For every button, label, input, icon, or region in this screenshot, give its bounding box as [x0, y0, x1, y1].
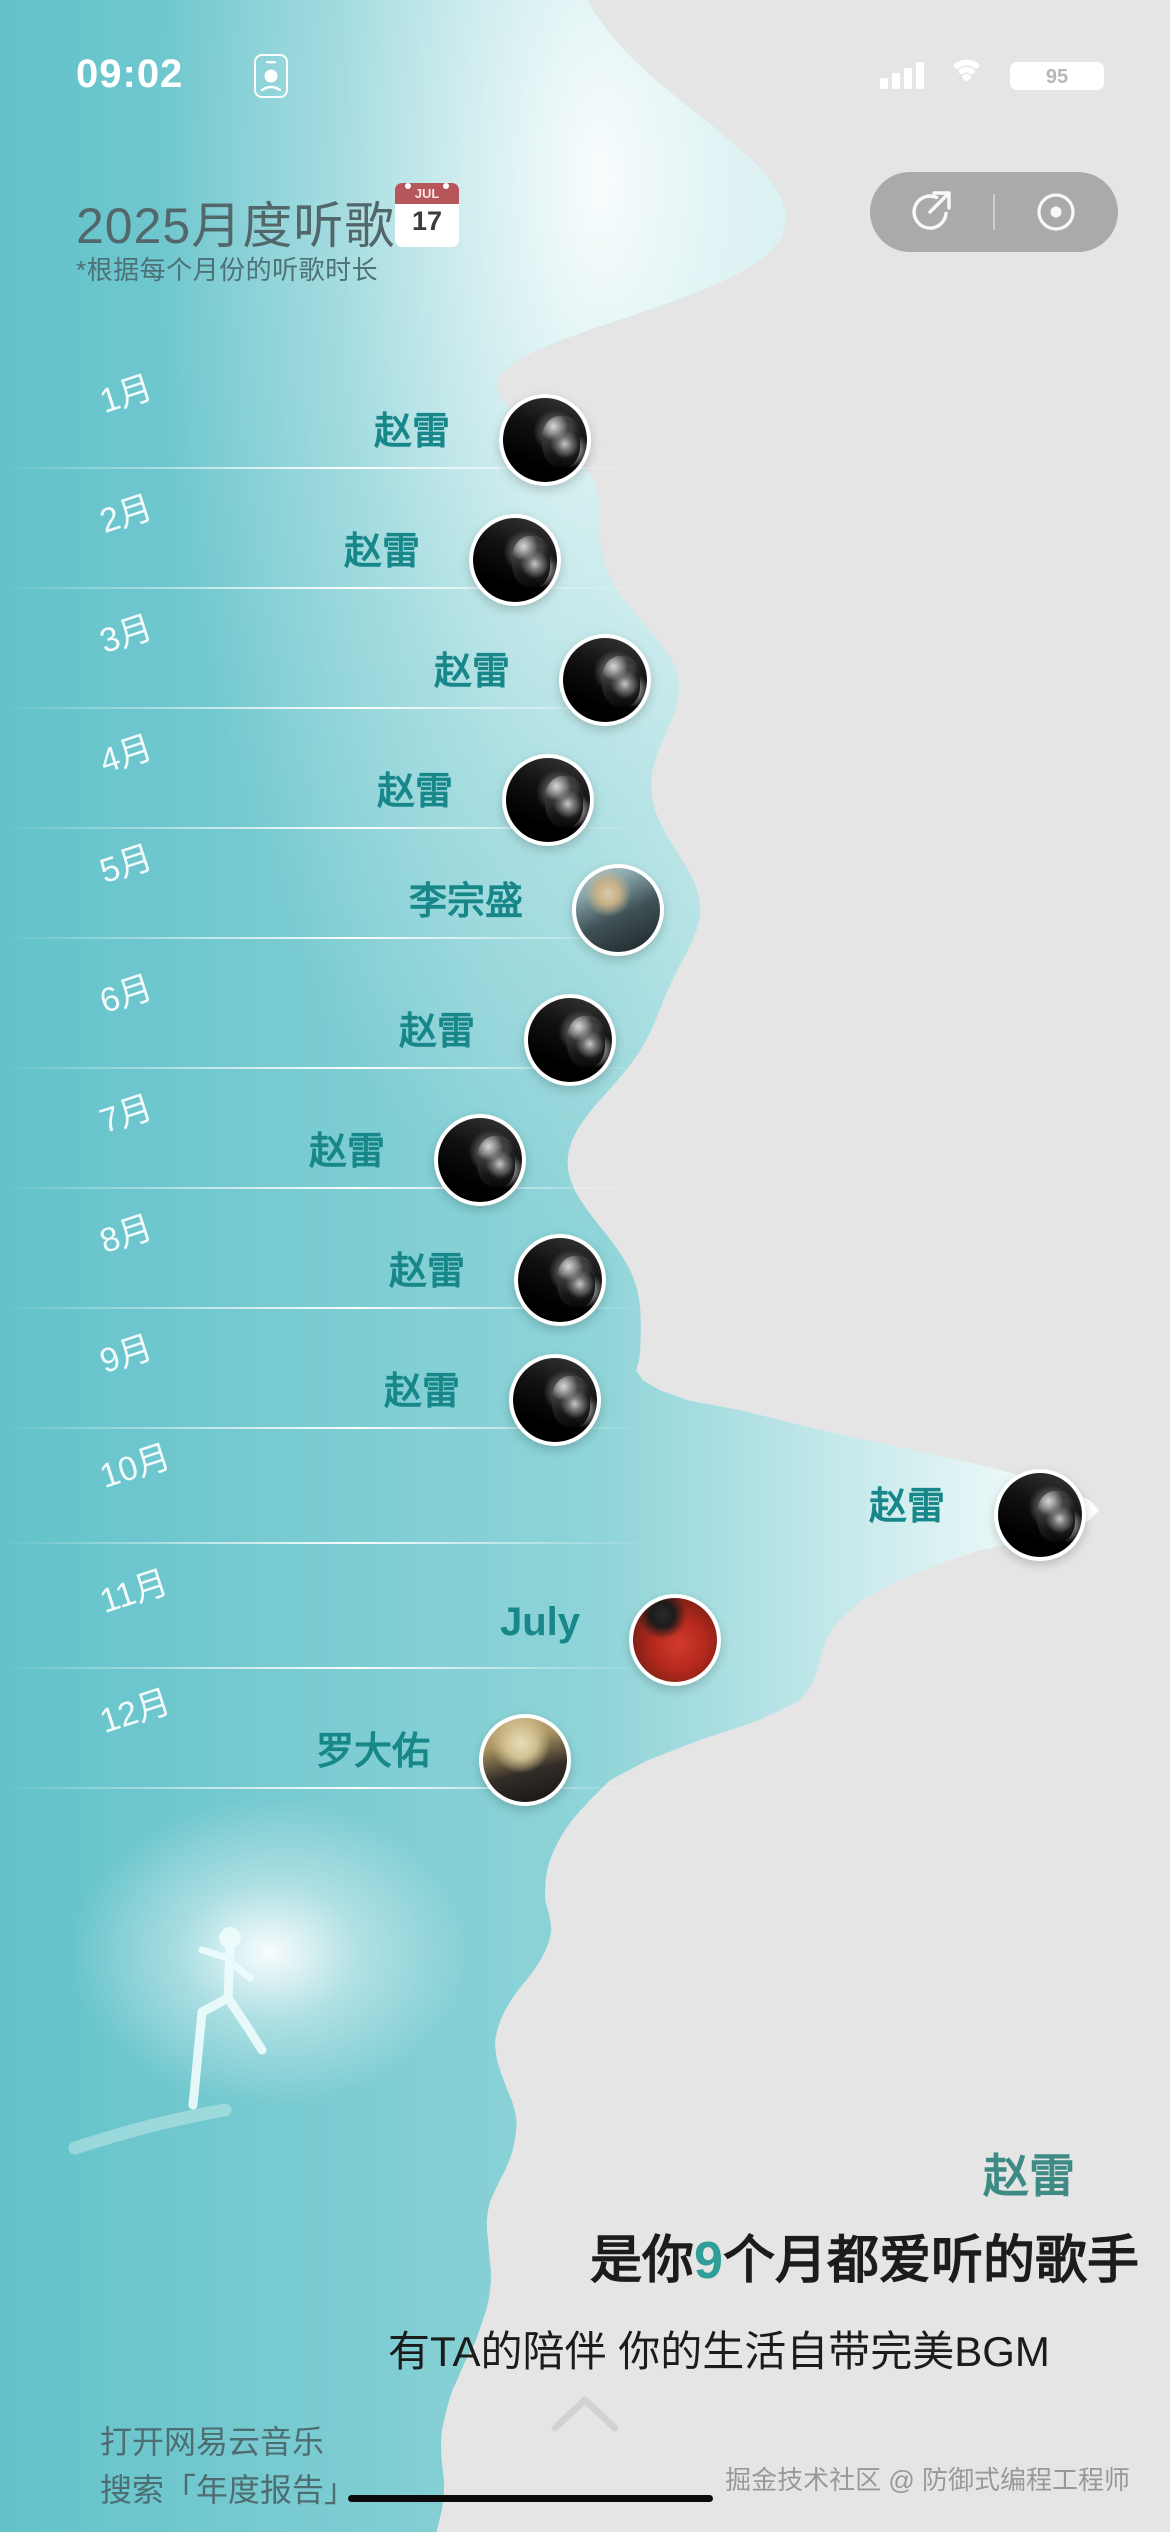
- svg-text:95: 95: [1046, 66, 1068, 88]
- svg-text:17: 17: [412, 206, 442, 236]
- svg-text:JUL: JUL: [415, 186, 440, 201]
